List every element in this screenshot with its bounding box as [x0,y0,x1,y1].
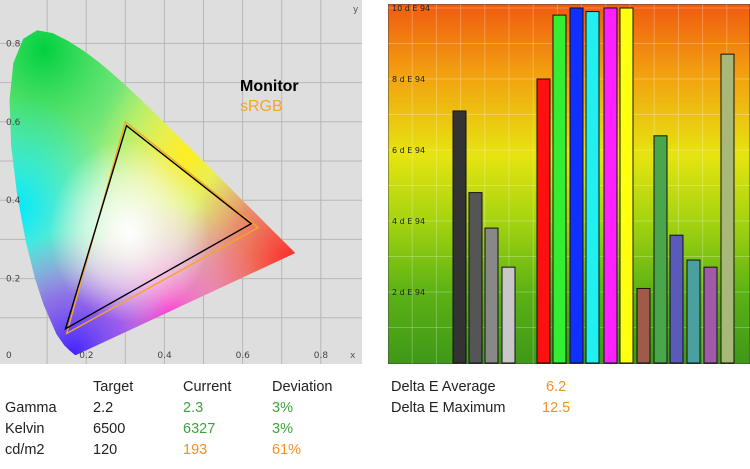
header-current: Current [183,379,232,395]
delta-e-bar [569,7,584,364]
x-tick-label: 0.2 [79,351,93,361]
delta-e-bar [585,11,600,364]
delta-e-bar [636,287,651,364]
delta-e-bar-chart: 2 d E 94 4 d E 94 6 d E 94 8 d E 94 10 d E 9… [388,4,750,364]
bar-axis-ticks: 2 d E 94 4 d E 94 6 d E 94 8 d E 94 10 d E 9… [392,4,430,297]
luminance-deviation: 61% [272,442,302,458]
delta-e-bar [720,53,735,364]
gamma-deviation: 3% [272,400,293,416]
legend-srgb: sRGB [240,98,283,115]
header-deviation: Deviation [272,379,333,395]
luminance-target: 120 [93,442,118,458]
delta-e-bar [468,192,483,364]
delta-e-bar [484,227,499,364]
delta-e-bar [619,7,634,364]
delta-e-maximum-label: Delta E Maximum [391,400,506,416]
x-tick-label: 0.8 [314,351,329,361]
bar-marks [452,7,735,364]
y-tick-label: 10 d E 94 [392,4,430,13]
x-tick-label: 0.4 [157,351,172,361]
y-tick-label: 6 d E 94 [392,146,425,155]
x-tick-label: 0 [6,351,12,361]
gamma-target: 2.2 [93,400,114,416]
cie-axis-ticks: 0 0.2 0.4 0.6 0.8 0.2 0.4 0.6 0.8 [6,39,328,361]
luminance-current: 193 [183,442,208,458]
gamma-current: 2.3 [183,400,204,416]
cie-gamut-chart: 0 0.2 0.4 0.6 0.8 0.2 0.4 0.6 0.8 x y Monitor sR… [0,0,362,364]
legend-monitor: Monitor [240,78,299,95]
y-tick-label: 0.6 [6,118,21,128]
delta-e-maximum-value: 12.5 [542,400,571,416]
delta-e-bar [536,78,551,364]
row-label-gamma: Gamma [5,400,57,416]
delta-e-bar [501,266,516,364]
delta-e-bar [653,135,668,364]
delta-e-bar [603,7,618,364]
calibration-stats-table: Target Current Deviation Gamma 2.2 2.3 3… [0,376,380,466]
kelvin-current: 6327 [183,421,216,437]
delta-e-bar [669,234,684,364]
y-axis-label: y [353,5,359,15]
header-target: Target [93,379,134,395]
delta-e-average-label: Delta E Average [391,379,496,395]
x-axis-label: x [350,351,356,361]
y-tick-label: 4 d E 94 [392,217,425,226]
kelvin-deviation: 3% [272,421,293,437]
y-tick-label: 0.4 [6,196,21,206]
delta-e-bar [686,259,701,364]
kelvin-target: 6500 [93,421,126,437]
delta-e-bar [703,266,718,364]
delta-e-bar [552,14,567,364]
delta-e-bar [452,110,467,364]
y-tick-label: 8 d E 94 [392,75,425,84]
row-label-kelvin: Kelvin [5,421,45,437]
monitor-gamut-triangle [64,124,253,331]
row-label-luminance: cd/m2 [5,442,45,458]
y-tick-label: 0.2 [6,275,20,285]
y-tick-label: 2 d E 94 [392,288,425,297]
y-tick-label: 0.8 [6,39,21,49]
delta-e-average-value: 6.2 [546,379,567,395]
x-tick-label: 0.6 [236,351,251,361]
delta-e-summary: Delta E Average 6.2 Delta E Maximum 12.5 [388,376,748,426]
